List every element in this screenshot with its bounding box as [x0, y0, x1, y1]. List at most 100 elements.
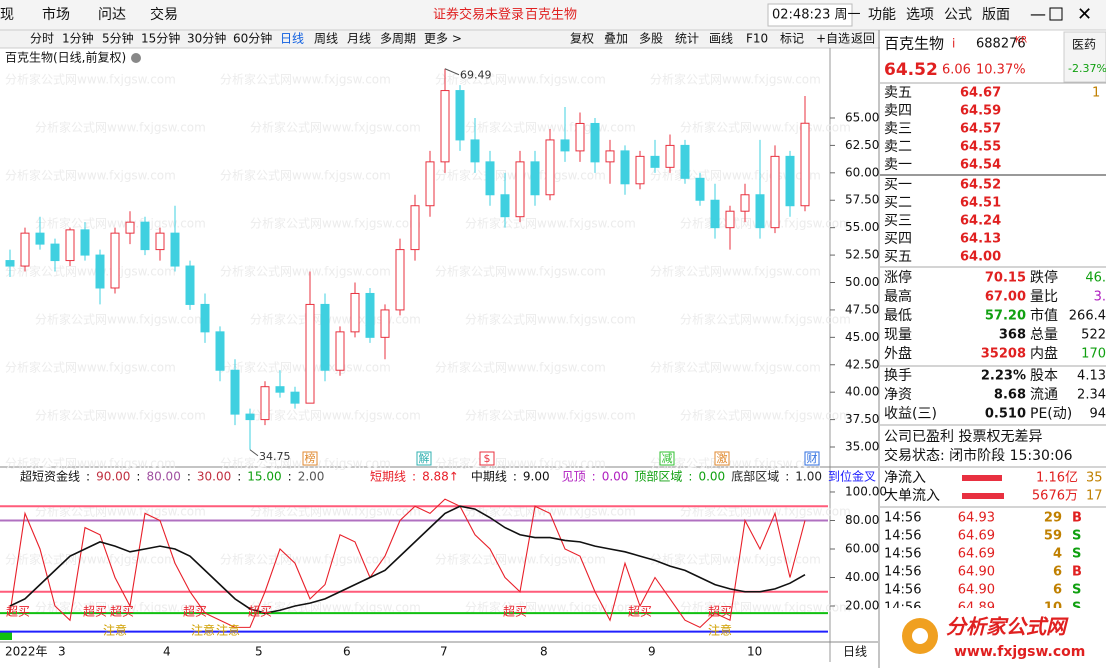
period-button[interactable]: 15分钟	[141, 31, 180, 46]
y-tick-label: 60.00	[845, 165, 879, 179]
menu-item[interactable]: 选项	[906, 7, 934, 23]
candle-body	[230, 369, 240, 415]
trade-time: 14:56	[884, 583, 921, 598]
watermark: 分析家公式网www.fxjgsw.com	[5, 72, 176, 87]
menu-item[interactable]: 功能	[868, 7, 896, 23]
tool-button[interactable]: 叠加	[604, 32, 628, 46]
candle-body	[665, 144, 675, 168]
stat-value: 70.15	[985, 271, 1026, 286]
y-tick-label: 47.50	[845, 302, 879, 316]
login-status: 证券交易未登录	[433, 7, 524, 23]
period-button[interactable]: 1分钟	[62, 31, 94, 46]
stat-label: 量比	[1030, 289, 1058, 305]
watermark: 分析家公式网www.fxjgsw.com	[465, 312, 636, 327]
event-marker[interactable]: 解	[419, 451, 430, 465]
candle-body	[395, 249, 405, 311]
board: KR	[1015, 36, 1027, 46]
menu-item[interactable]: 问达	[98, 7, 126, 23]
candle-body	[320, 303, 330, 371]
tool-button[interactable]: F10	[746, 32, 768, 46]
book-price: 64.57	[960, 122, 1001, 137]
event-marker[interactable]: $	[484, 452, 491, 465]
book-price: 64.00	[960, 250, 1001, 265]
event-marker[interactable]: 财	[807, 451, 818, 465]
tool-button[interactable]: 返回	[851, 32, 875, 46]
candle-body	[575, 122, 585, 152]
y-tick-label: 40.00	[845, 570, 879, 584]
buy-signal: 超买	[503, 604, 527, 619]
candle-body	[140, 221, 150, 251]
candle-body	[440, 90, 450, 163]
watermark: 分析家公式网www.fxjgsw.com	[35, 600, 206, 615]
period-button[interactable]: 60分钟	[233, 31, 272, 46]
period-button[interactable]: 月线	[347, 32, 371, 46]
menu-item[interactable]: 版面	[982, 7, 1010, 23]
maximize[interactable]	[1049, 7, 1063, 21]
book-price: 64.59	[960, 104, 1001, 119]
level-value: 15.00	[247, 470, 281, 484]
tool-button[interactable]: 统计	[675, 32, 699, 46]
title-icon[interactable]	[131, 53, 141, 63]
tool-button[interactable]: 复权	[570, 32, 594, 46]
stat-label: 收益(三)	[884, 406, 937, 422]
trade-side: B	[1072, 511, 1082, 526]
legend-name: 短期线	[370, 470, 406, 484]
trade-volume: 4	[1053, 547, 1062, 562]
watermark: 分析家公式网www.fxjgsw.com	[35, 504, 206, 519]
stat-label: 流通	[1030, 387, 1058, 403]
stat-label: 股本	[1030, 368, 1058, 384]
period-button[interactable]: 30分钟	[187, 31, 226, 46]
period-button[interactable]: 5分钟	[102, 31, 134, 46]
watermark: 分析家公式网www.fxjgsw.com	[250, 600, 421, 615]
menu-item[interactable]: 交易	[150, 6, 178, 23]
watermark: 分析家公式网www.fxjgsw.com	[220, 552, 391, 567]
watermark: 分析家公式网www.fxjgsw.com	[680, 216, 851, 231]
menu-item[interactable]: 市场	[42, 6, 70, 23]
watermark: 分析家公式网www.fxjgsw.com	[680, 120, 851, 135]
period-button[interactable]: 日线	[280, 32, 304, 46]
stat-label: 最高	[884, 288, 912, 305]
candle-body	[500, 194, 510, 218]
candle-body	[335, 331, 345, 371]
y-tick-label: 45.00	[845, 330, 879, 344]
candle-body	[710, 199, 720, 229]
stock-flag: i	[952, 37, 955, 51]
event-marker[interactable]: 榜	[305, 451, 316, 465]
trade-volume: 6	[1053, 583, 1062, 598]
stat-label: 总量	[1030, 327, 1058, 343]
tool-button[interactable]: 标记	[780, 32, 804, 46]
menu-item[interactable]: 公式	[944, 7, 972, 23]
top-bar	[0, 0, 1106, 30]
tool-button[interactable]: 多股	[639, 32, 663, 46]
book-label: 卖一	[884, 157, 912, 173]
y-tick-label: 60.00	[845, 541, 879, 555]
stat-label: PE(动)	[1030, 406, 1072, 422]
menu-item[interactable]: 发现	[0, 7, 14, 23]
candle-body	[200, 303, 210, 333]
candle-body	[470, 139, 480, 163]
logo-text: 分析家公式网	[946, 615, 1069, 639]
minimize[interactable]: —	[1030, 5, 1046, 24]
period-button[interactable]: 更多 >	[424, 32, 462, 46]
sector[interactable]: 医药	[1072, 38, 1096, 52]
stat-value: 4.13	[1077, 369, 1106, 384]
candle-body	[245, 413, 255, 421]
close[interactable]: ✕	[1077, 4, 1092, 25]
book-label: 卖五	[884, 85, 912, 101]
candle-body	[5, 260, 15, 267]
stat-label: 跌停	[1030, 269, 1058, 286]
period-button[interactable]: 多周期	[380, 32, 416, 46]
tool-button[interactable]: +自选	[816, 32, 850, 46]
book-volume: 1	[1092, 86, 1100, 101]
event-box	[714, 451, 730, 466]
stat-value: 67.00	[985, 290, 1026, 305]
event-marker[interactable]: 减	[662, 452, 673, 465]
event-marker[interactable]: 激	[717, 451, 728, 465]
period-button[interactable]: 周线	[314, 32, 338, 46]
flag-name: 底部区域	[731, 469, 779, 484]
y-tick-label: 50.00	[845, 275, 879, 289]
tool-button[interactable]: 画线	[709, 32, 733, 46]
candle-body	[515, 161, 525, 218]
period-button[interactable]: 分时	[30, 32, 54, 46]
candle-body	[800, 122, 810, 207]
